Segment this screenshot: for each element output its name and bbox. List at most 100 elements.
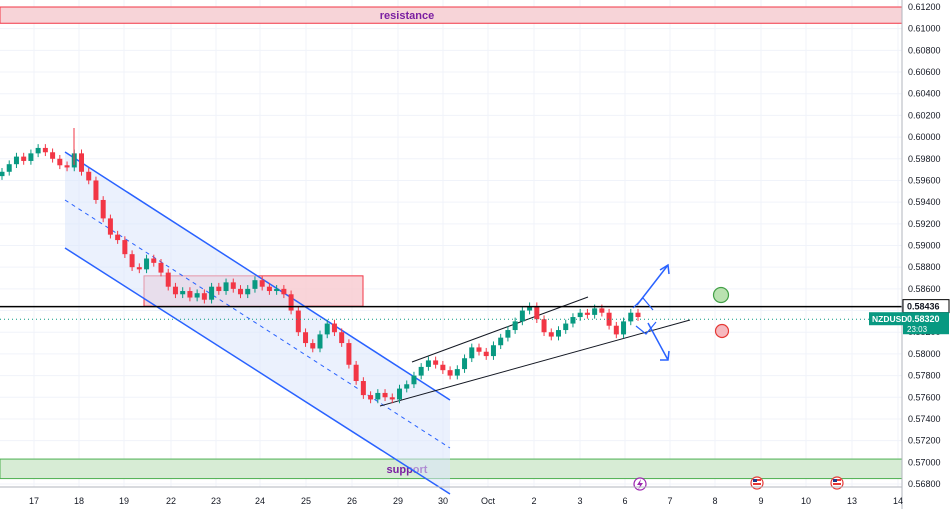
candle-body [599,308,605,313]
candle-body [115,234,121,241]
red-circle [714,323,730,339]
candle-body [209,286,215,300]
x-tick-label: 18 [74,496,84,506]
y-tick-label: 0.60200 [908,110,941,120]
lightning-glyph [637,479,643,490]
candle-body [187,291,193,298]
candle-body [592,308,598,315]
candle-body [339,332,345,344]
candle-body [621,321,627,335]
y-tick-label: 0.61200 [908,2,941,12]
x-tick-label: 17 [29,496,39,506]
channels [64,151,691,495]
flag-canton [753,479,757,482]
candles [0,128,641,404]
channel-upper-line [64,151,451,401]
candle-body [382,392,388,398]
candle-body [411,375,417,385]
y-tick-label: 0.61000 [908,24,941,34]
overlays [0,263,902,491]
candle-body [397,388,402,400]
candle-body [295,310,301,333]
candle-body [635,312,641,318]
x-tick-label: 7 [667,496,672,506]
candle-body [331,323,337,333]
x-tick-label: 6 [622,496,627,506]
y-tick-label: 0.59000 [908,241,941,251]
candle-body [230,282,236,289]
candle-body [469,347,475,359]
symbol-label-box [869,312,903,326]
y-axis: 0.61200 0.61000 0.60800 0.60600 0.60400 0.602… [869,0,950,509]
candle-body [368,395,374,400]
candle-body [483,351,489,357]
candle-body [201,293,207,300]
candle-body [490,345,496,357]
x-tick-label: 22 [166,496,176,506]
candle-body [259,280,265,287]
y-tick-label: 0.59200 [908,219,941,229]
candle-body [498,337,504,346]
grid [0,0,902,487]
candle-body [28,153,34,161]
candle-body [144,258,150,270]
candle-body [194,293,200,298]
candle-body [433,360,439,365]
green-circle [712,286,730,304]
arrowhead-down [660,350,670,361]
x-tick-label: 10 [801,496,811,506]
y-tick-label: 0.59600 [908,175,941,185]
support-zone [0,458,903,480]
candle-body [505,330,511,338]
flag-canton [833,479,837,482]
candle-body [151,258,157,263]
candle-body [238,288,243,295]
y-tick-label: 0.58800 [908,262,941,272]
symbol-label: NZDUSD [872,314,907,324]
candle-body [556,330,561,337]
x-tick-label: 30 [438,496,448,506]
x-tick-label: 24 [255,496,265,506]
x-tick-label: 25 [301,496,311,506]
resistance-zone [0,6,903,24]
candle-body [266,286,272,292]
descending-channel-fill [65,152,450,494]
resistance-label: resistance [380,10,434,22]
y-tick-label: 0.60800 [908,45,941,55]
small-down-chevron [635,321,657,335]
candle-body [57,158,63,166]
y-tick-label: 0.57000 [908,457,941,467]
x-tick-label: 14 [893,496,903,506]
ascending-channel-upper [411,296,589,363]
candle-body [100,199,106,219]
candle-body [606,312,612,326]
candle-body [165,272,171,287]
candle-body [86,171,92,181]
y-tick-label: 0.57600 [908,392,941,402]
x-tick-label: 13 [847,496,857,506]
candle-body [281,288,287,295]
y-tick-label: 0.59800 [908,154,941,164]
candle-body [107,218,113,235]
candle-body [35,147,41,154]
candle-body [418,366,424,376]
candle-body [548,332,554,337]
x-tick-label: 8 [712,496,717,506]
candle-body [172,286,178,295]
last-price-box [903,312,949,335]
candle-body [628,312,634,322]
y-tick-label: 0.58000 [908,349,941,359]
x-tick-label: 26 [347,496,357,506]
candle-body [274,288,280,292]
candle-body [570,317,576,324]
key-level-label: 0.58436 [907,302,940,312]
candle-body [447,370,453,376]
bearish-projection-arrow [647,322,669,361]
candle-body [122,240,128,255]
countdown: 23:03 [907,325,928,334]
candle-body [527,306,533,311]
candle-body [0,171,5,177]
arrowhead-up [659,263,670,275]
flag-stripe [753,483,761,485]
